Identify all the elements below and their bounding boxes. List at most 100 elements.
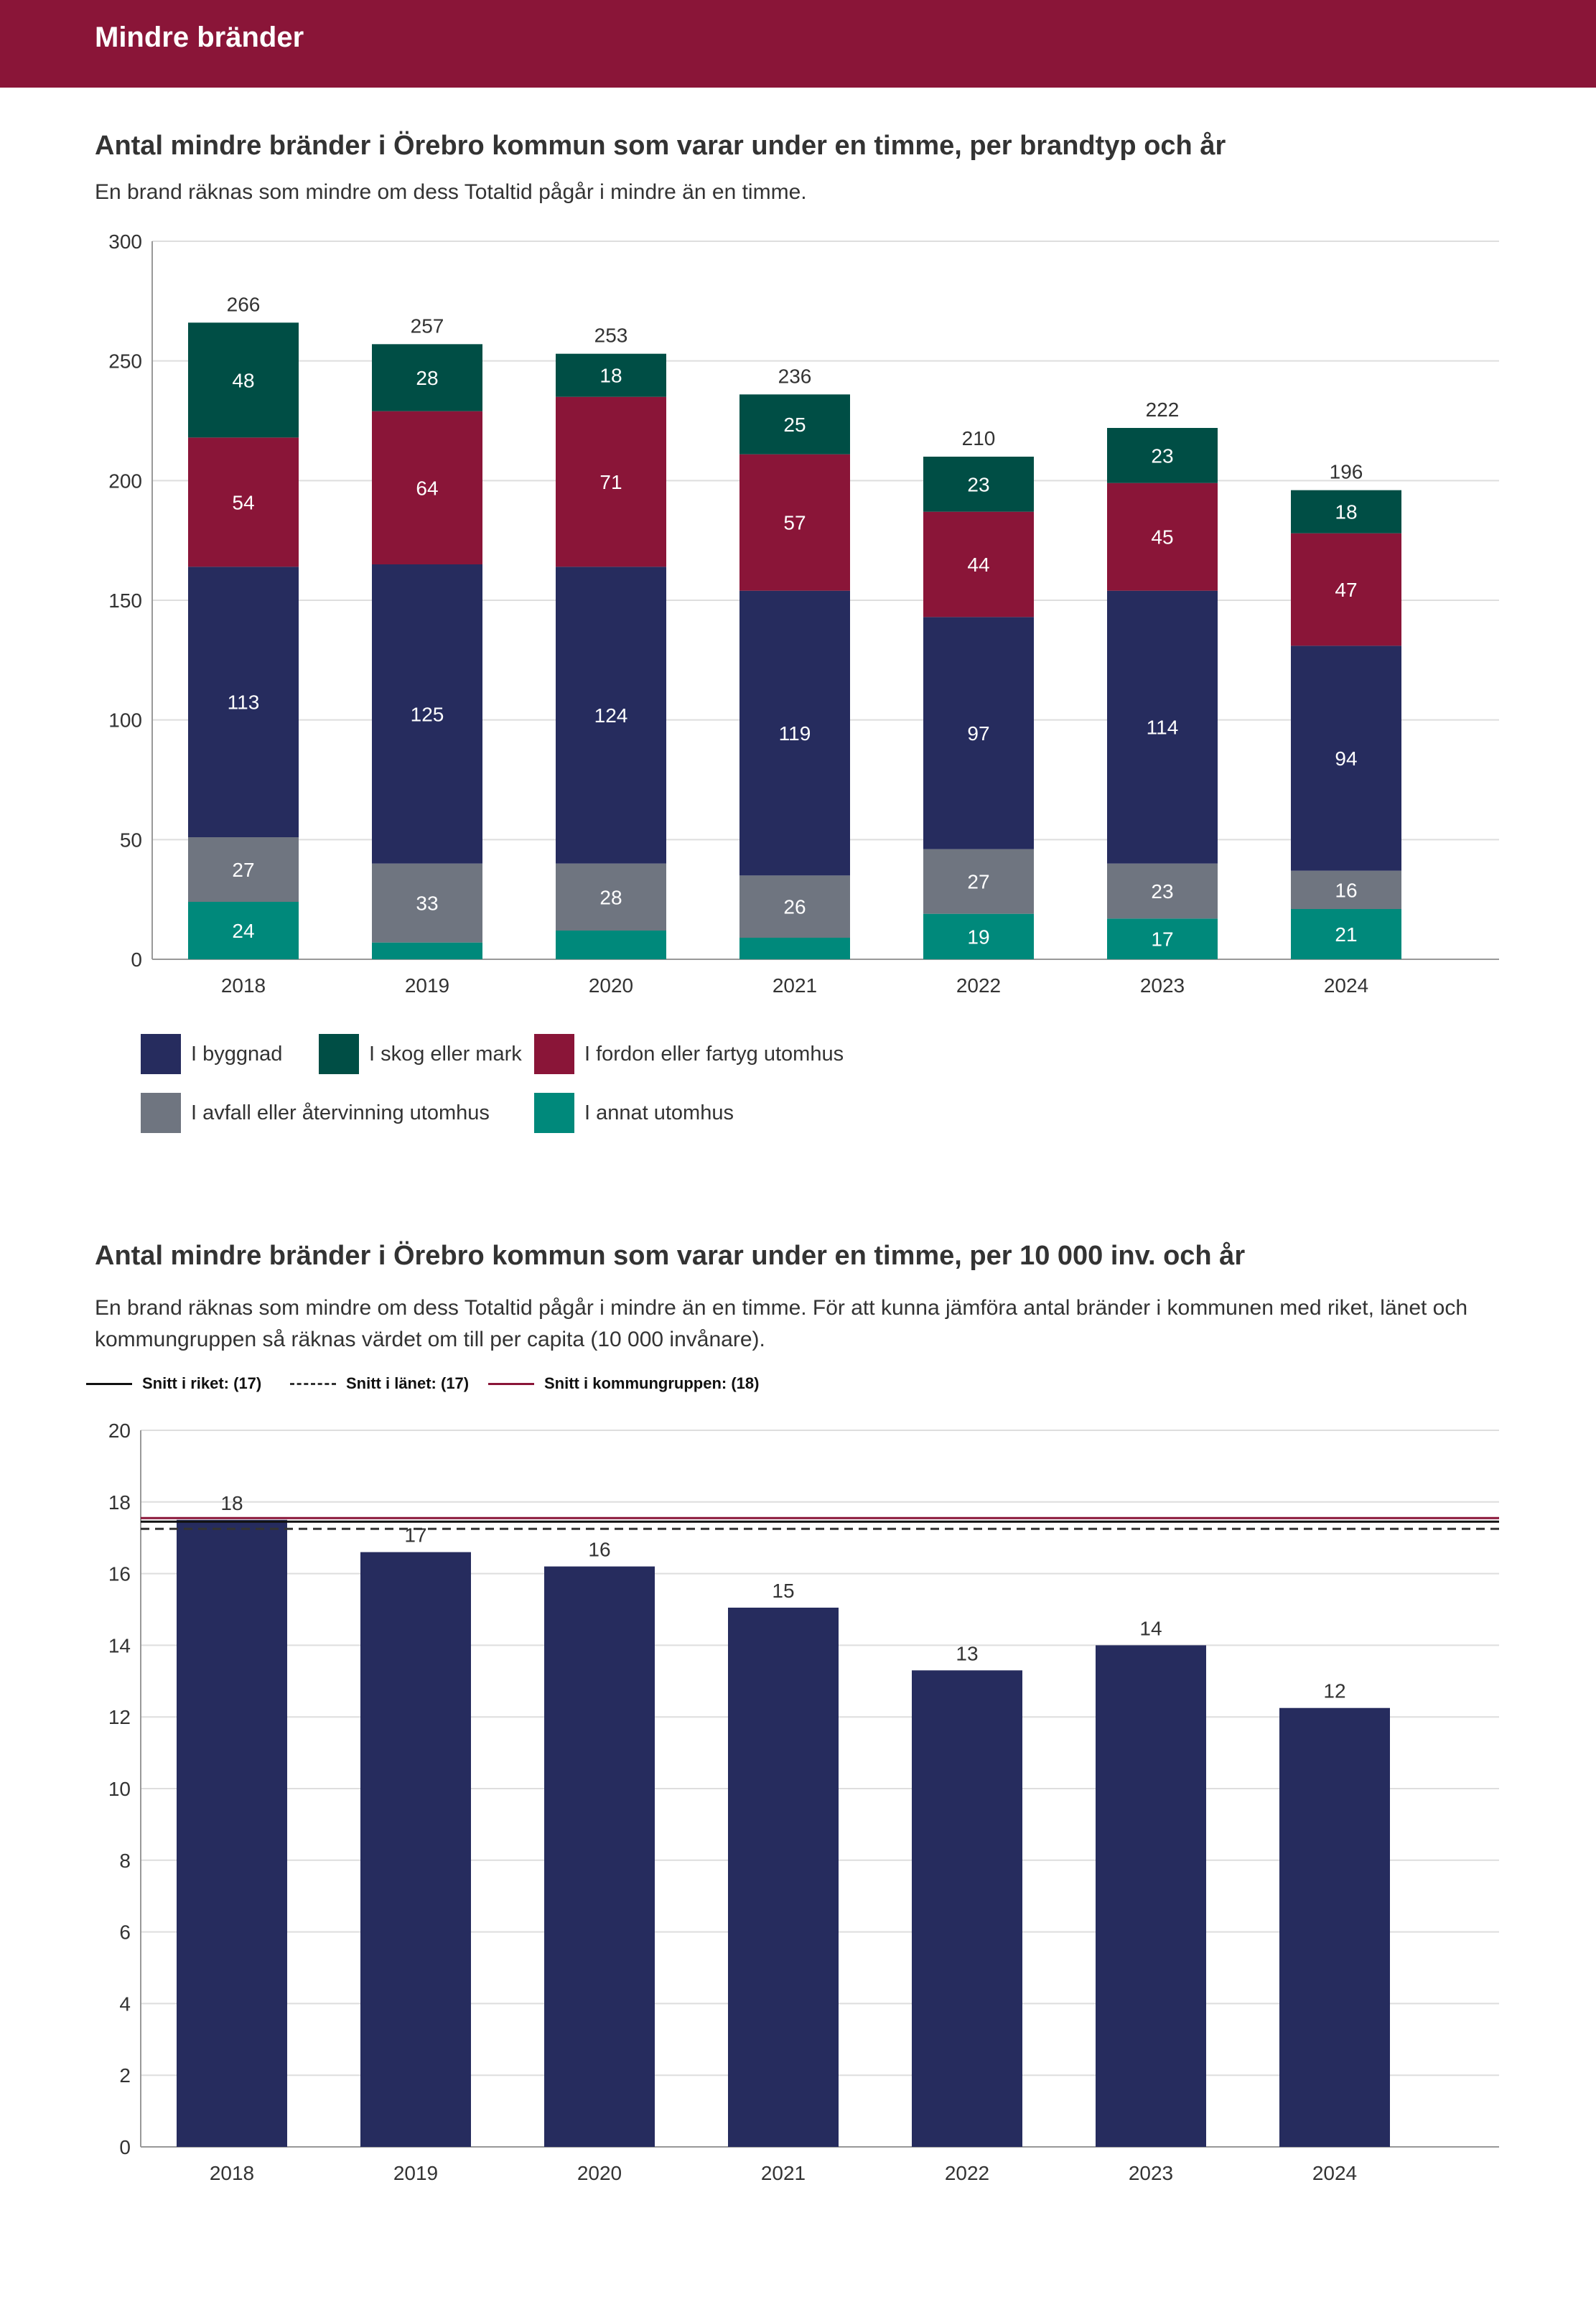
data-label: 21: [1335, 923, 1357, 946]
x-tick-label: 2019: [405, 974, 449, 997]
data-label: 26: [783, 896, 806, 918]
x-tick-label: 2021: [773, 974, 817, 997]
bar: [1096, 1645, 1206, 2147]
legend-swatch-fordon: [534, 1034, 574, 1074]
legend-item-kommungruppen: Snitt i kommungruppen: (18): [488, 1374, 759, 1393]
bar-segment: [1107, 483, 1218, 591]
legend-item-riket: Snitt i riket: (17): [86, 1374, 261, 1393]
per-capita-bar-chart: 0246810121416182018201817201916202015202…: [108, 1420, 1499, 2184]
legend-line-kommungruppen: [488, 1382, 534, 1385]
bar-segment: [556, 396, 666, 567]
data-label: 114: [1147, 717, 1179, 739]
bar-segment: [372, 564, 482, 864]
bar-segment: [372, 863, 482, 943]
stacked-bar-chart: 0 50 100 150 200 250 300 24 27 113 54 48 266 2018 33 12…: [108, 230, 1499, 997]
data-label: 28: [599, 886, 622, 908]
data-label: 14: [1139, 1617, 1162, 1639]
legend-item-byggnad: I byggnad: [141, 1034, 282, 1074]
legend-item-skog: I skog eller mark: [319, 1034, 522, 1074]
bar-segment: [1291, 490, 1401, 533]
data-label: 113: [228, 691, 260, 714]
legend-swatch-skog: [319, 1034, 359, 1074]
x-tick-label: 2019: [393, 2162, 438, 2184]
legend-label-kommungruppen: Snitt i kommungruppen: (18): [544, 1374, 760, 1392]
bar-segment: [556, 567, 666, 864]
bar-segment: [188, 437, 299, 567]
y-tick-label: 10: [108, 1778, 131, 1800]
legend-label-avfall: I avfall eller återvinning utomhus: [191, 1101, 490, 1124]
bar-segment: [1107, 863, 1218, 919]
bar-segment: [1107, 590, 1218, 864]
y-tick-label: 0: [119, 2136, 131, 2158]
bar: [728, 1608, 839, 2147]
y-tick-label: 100: [108, 709, 142, 732]
total-label: 253: [594, 325, 628, 347]
y-tick-label: 12: [108, 1706, 131, 1728]
total-label: 196: [1330, 461, 1363, 483]
data-label: 15: [772, 1580, 794, 1602]
bar-segment: [372, 344, 482, 411]
bar-segment: [739, 394, 850, 455]
page-title: Mindre bränder: [95, 22, 304, 53]
bar-segment: [1291, 909, 1401, 959]
data-label: 23: [1151, 880, 1173, 903]
data-label: 23: [967, 473, 989, 495]
data-label: 57: [783, 512, 806, 534]
data-label: 18: [599, 365, 622, 387]
legend-swatch-byggnad: [141, 1034, 181, 1074]
data-label: 47: [1335, 579, 1357, 601]
data-label: 33: [416, 892, 438, 915]
legend-label-byggnad: I byggnad: [191, 1042, 283, 1066]
y-tick-label: 150: [108, 589, 142, 612]
legend-item-fordon: I fordon eller fartyg utomhus: [534, 1034, 844, 1074]
x-tick-label: 2023: [1129, 2162, 1173, 2184]
chart2-title: Antal mindre bränder i Örebro kommun som…: [95, 1241, 1246, 1271]
y-tick-label: 250: [108, 350, 142, 373]
data-label: 25: [783, 414, 806, 436]
data-label: 27: [967, 871, 989, 893]
chart1-subtitle: En brand räknas som mindre om dess Total…: [95, 180, 807, 204]
bar-segment: [188, 567, 299, 837]
y-tick-label: 4: [119, 1993, 131, 2015]
y-tick-label: 2: [119, 2064, 131, 2087]
data-label: 124: [594, 704, 628, 727]
bar: [1279, 1707, 1390, 2147]
y-tick-label: 6: [119, 1921, 131, 1944]
data-label: 24: [232, 920, 254, 942]
x-tick-label: 2020: [589, 974, 633, 997]
data-label: 125: [411, 703, 444, 725]
legend-label-skog: I skog eller mark: [369, 1042, 522, 1066]
data-label: 17: [1151, 928, 1173, 951]
total-label: 210: [962, 427, 996, 449]
bar-segment: [1107, 428, 1218, 483]
y-tick-label: 0: [131, 949, 142, 971]
bar-segment: [739, 875, 850, 938]
bar-segment: [372, 942, 482, 959]
y-tick-label: 200: [108, 470, 142, 492]
total-label: 266: [227, 293, 261, 315]
bar-segment: [188, 902, 299, 959]
bar-segment: [188, 837, 299, 902]
bar-segment: [923, 511, 1034, 617]
legend-item-lanet: Snitt i länet: (17): [290, 1374, 469, 1393]
bar-segment: [1291, 870, 1401, 909]
legend-item-avfall: I avfall eller återvinning utomhus: [141, 1093, 490, 1133]
x-tick-label: 2018: [210, 2162, 254, 2184]
chart1-legend: I byggnad I skog eller mark I fordon ell…: [141, 1034, 1074, 1149]
x-tick-label: 2021: [761, 2162, 806, 2184]
chart2-subtitle: En brand räknas som mindre om dess Total…: [95, 1296, 1468, 1351]
bar: [912, 1670, 1022, 2147]
data-label: 28: [416, 367, 438, 389]
legend-swatch-avfall: [141, 1093, 181, 1133]
data-label: 44: [967, 554, 989, 576]
chart2-legend: Snitt i riket: (17) Snitt i länet: (17) …: [86, 1374, 876, 1403]
x-tick-label: 2024: [1324, 974, 1368, 997]
bar-segment: [556, 931, 666, 959]
data-label: 18: [220, 1492, 243, 1514]
bar-segment: [739, 590, 850, 876]
data-label: 45: [1151, 526, 1173, 549]
legend-line-riket: [86, 1382, 132, 1385]
x-tick-label: 2023: [1140, 974, 1185, 997]
bar-segment: [923, 457, 1034, 512]
data-label: 17: [404, 1524, 426, 1547]
